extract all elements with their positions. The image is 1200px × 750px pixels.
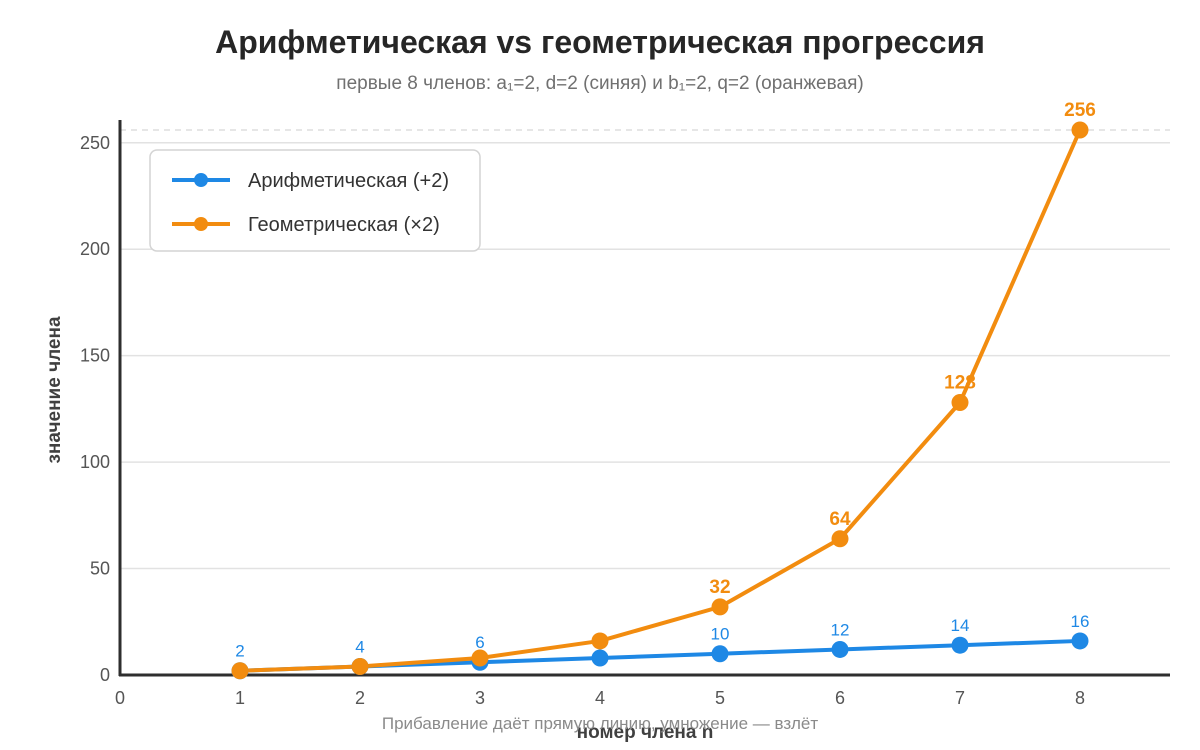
legend: Арифметическая (+2) Геометрическая (×2) [149, 149, 481, 252]
y-tick-label: 0 [100, 665, 110, 685]
x-tick-label: 6 [835, 688, 845, 708]
y-tick-labels: 0 50 100 150 200 250 [80, 133, 110, 685]
chart-title: Арифметическая vs геометрическая прогрес… [215, 24, 985, 60]
x-axis-label: номер члена n [577, 722, 714, 743]
data-label-arithmetic: 14 [951, 616, 970, 635]
data-labels: 2 4 6 10 12 14 16 32 64 128 256 [235, 100, 1096, 661]
y-axis-label: значение члена [44, 316, 65, 464]
y-tick-label: 150 [80, 346, 110, 366]
x-tick-label: 1 [235, 688, 245, 708]
data-point-geometric [231, 662, 249, 680]
data-label-geometric: 256 [1064, 100, 1096, 121]
legend-box [149, 149, 481, 252]
x-tick-label: 4 [595, 688, 605, 708]
data-label-geometric: 32 [709, 577, 730, 598]
x-tick-label: 3 [475, 688, 485, 708]
data-label-geometric: 128 [944, 373, 976, 394]
legend-label-arithmetic: Арифметическая (+2) [248, 170, 449, 192]
data-label-geometric: 64 [829, 509, 851, 530]
legend-marker-geometric [194, 217, 208, 231]
data-point-geometric [711, 598, 729, 616]
x-tick-label: 8 [1075, 688, 1085, 708]
data-point-geometric [591, 632, 609, 650]
data-point-arithmetic [831, 640, 849, 658]
x-tick-labels: 0 1 2 3 4 5 6 7 8 [115, 688, 1085, 708]
legend-label-geometric: Геометрическая (×2) [248, 214, 440, 236]
data-label-arithmetic: 10 [711, 625, 730, 644]
data-point-geometric [351, 657, 369, 675]
y-tick-label: 100 [80, 452, 110, 472]
data-point-arithmetic [951, 636, 969, 654]
grid-lines [120, 129, 1170, 570]
data-label-arithmetic: 16 [1071, 612, 1090, 631]
chart-subtitle: первые 8 членов: a₁=2, d=2 (синяя) и b₁=… [336, 73, 863, 94]
data-label-arithmetic: 6 [475, 633, 484, 652]
data-point-geometric [471, 649, 489, 667]
y-tick-label: 250 [80, 133, 110, 153]
x-tick-label: 2 [355, 688, 365, 708]
y-tick-label: 50 [90, 559, 110, 579]
x-tick-label: 5 [715, 688, 725, 708]
x-tick-label: 7 [955, 688, 965, 708]
data-point-arithmetic [711, 645, 729, 663]
data-point-arithmetic [1071, 632, 1089, 650]
data-point-geometric [1071, 121, 1089, 139]
data-label-arithmetic: 12 [831, 620, 850, 639]
data-point-arithmetic [591, 649, 609, 667]
x-tick-label: 0 [115, 688, 125, 708]
data-point-geometric [831, 530, 849, 548]
legend-marker-arithmetic [194, 173, 208, 187]
axes [118, 120, 1170, 677]
series-line-geometric [238, 128, 1082, 673]
data-point-geometric [951, 394, 969, 411]
series-layer [231, 121, 1089, 680]
data-label-arithmetic: 2 [235, 642, 244, 661]
y-tick-label: 200 [80, 239, 110, 259]
chart-note: Прибавление даёт прямую линию, умножение… [382, 714, 818, 733]
data-label-arithmetic: 4 [355, 637, 364, 656]
